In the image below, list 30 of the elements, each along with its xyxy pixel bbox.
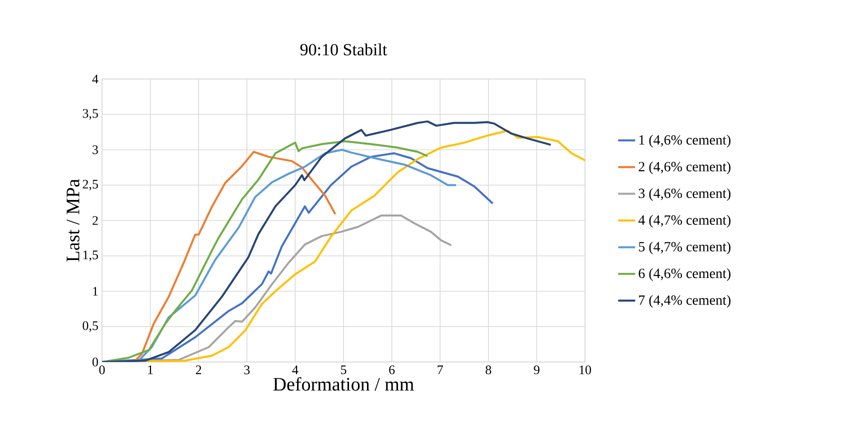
x-tick-label: 0 xyxy=(99,366,105,374)
x-tick-label: 1 xyxy=(148,366,153,374)
legend-label: 7 (4,4% cement) xyxy=(639,294,730,308)
y-tick-label: 0,5 xyxy=(82,321,98,332)
legend-label: 5 (4,7% cement) xyxy=(638,242,730,254)
x-tick-label: 9 xyxy=(534,366,540,374)
x-tick-label: 6 xyxy=(389,366,395,374)
y-tick-label: 1 xyxy=(93,286,98,296)
chart-title: 90:10 Stabilt xyxy=(300,43,388,56)
legend-label: 4 (4,7% cement) xyxy=(638,214,730,228)
y-tick-label: 3 xyxy=(92,145,98,154)
x-tick-label: 7 xyxy=(438,366,443,374)
x-tick-label: 2 xyxy=(196,366,202,374)
y-tick-label: 1,5 xyxy=(83,250,98,262)
x-tick-label: 5 xyxy=(341,366,346,374)
legend-label: 3 (4,6% cement) xyxy=(638,188,730,201)
y-tick-label: 2 xyxy=(92,216,98,225)
x-tick-label: 8 xyxy=(486,366,492,374)
y-tick-label: 3,5 xyxy=(82,109,98,120)
x-tick-label: 3 xyxy=(244,366,250,374)
x-tick-label: 10 xyxy=(580,366,592,374)
legend-label: 1 (4,6% cement) xyxy=(639,134,730,148)
y-tick-label: 2,5 xyxy=(82,180,98,190)
y-tick-label: 0 xyxy=(92,358,98,366)
legend-label: 2 (4,6% cement) xyxy=(638,162,730,174)
y-axis-title: Last / MPa xyxy=(66,179,80,262)
x-tick-label: 4 xyxy=(292,366,298,374)
x-axis-title: Deformation / mm xyxy=(273,377,414,391)
y-tick-label: 4 xyxy=(92,74,98,84)
legend-label: 6 (4,6% cement) xyxy=(638,268,730,281)
